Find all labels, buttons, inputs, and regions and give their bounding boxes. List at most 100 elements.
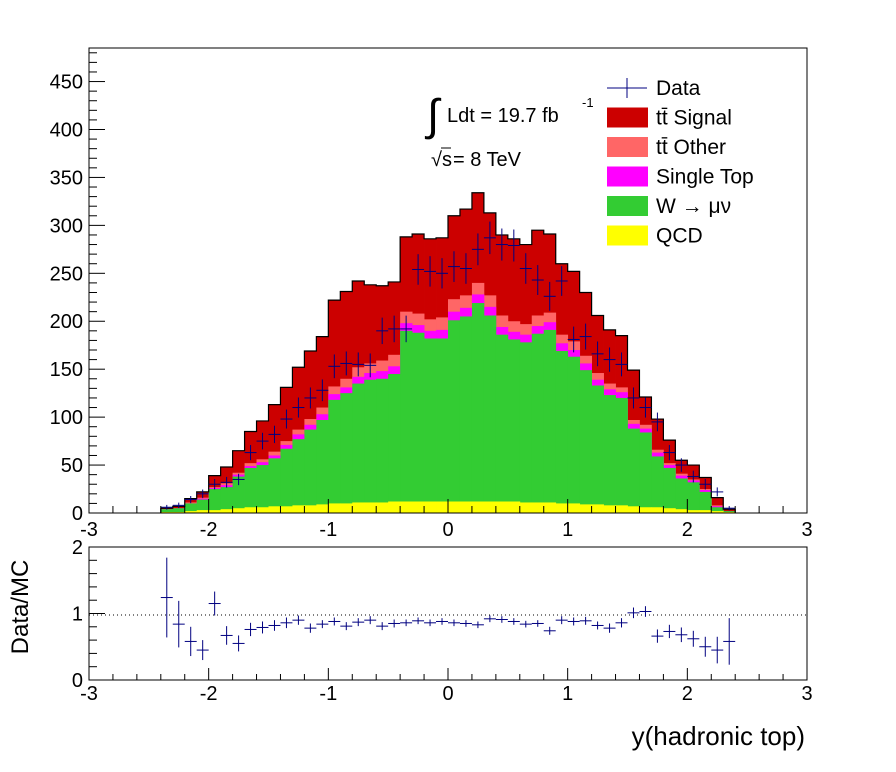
y-tick-label: 350 <box>50 167 83 189</box>
stack-bar-w- <box>591 385 604 513</box>
stack-bar-w- <box>471 303 485 513</box>
legend-label: QCD <box>656 225 703 248</box>
stack-bar-w- <box>352 383 365 513</box>
stack-bar-w- <box>196 499 210 513</box>
y-tick-label: 300 <box>50 215 83 237</box>
energy-annotation: √ s = 8 TeV <box>431 147 522 171</box>
stack-bar-w- <box>436 338 449 513</box>
stack-bar-qcd <box>531 502 545 513</box>
energy-text: = 8 TeV <box>453 149 522 171</box>
stack-bar-w- <box>316 420 329 513</box>
stack-bar-qcd <box>711 511 724 513</box>
stack-bar-qcd <box>280 506 293 513</box>
stack-bar-qcd <box>483 501 497 513</box>
ratio-y-tick-label: 2 <box>72 537 83 559</box>
stack-bar-qcd <box>196 510 210 513</box>
stack-bar-w- <box>711 507 724 513</box>
legend-label: tt̄ Other <box>656 136 726 159</box>
stack-bar-w- <box>220 487 233 513</box>
y-tick-label: 200 <box>50 311 83 333</box>
stack-bar-qcd <box>232 508 245 513</box>
ratio-panel: 0 1 2 -3 -2 -1 0 1 2 3 Data/MC y(hadronic top) <box>7 537 813 751</box>
y-tick-label: 250 <box>50 263 83 285</box>
legend-swatch <box>607 196 648 216</box>
stack-bar-w- <box>651 456 664 513</box>
legend-label: Single Top <box>656 166 754 189</box>
stack-bar-w- <box>579 370 592 513</box>
stack-bar-qcd <box>615 505 628 513</box>
stack-bar-w- <box>280 448 293 513</box>
ratio-x-tick-label: 1 <box>562 683 573 705</box>
y-tick-label: 0 <box>72 503 83 525</box>
lumi-annotation: ∫ Ldt = 19.7 fb -1 <box>424 91 594 140</box>
stack-bar-w- <box>675 478 688 513</box>
stack-bar-qcd <box>328 503 341 513</box>
stack-bar-w- <box>232 476 245 513</box>
y-tick-label: 150 <box>50 359 83 381</box>
ratio-axes: 0 1 2 -3 -2 -1 0 1 2 3 <box>72 537 813 705</box>
legend-label: W → μν <box>656 195 731 218</box>
ratio-x-tick-label: 3 <box>801 683 812 705</box>
energy-var: s <box>442 149 452 171</box>
stack-bar-qcd <box>519 502 533 513</box>
stack-bar-w- <box>687 482 700 513</box>
x-tick-label: 0 <box>442 519 453 541</box>
ratio-x-tick-label: 2 <box>682 683 693 705</box>
stack-bar-w- <box>507 339 521 513</box>
stack-bar-qcd <box>244 507 257 513</box>
stack-bar-qcd <box>555 503 569 513</box>
stack-bar-qcd <box>184 511 198 513</box>
stack-bar-w- <box>376 378 389 513</box>
stack-bar-w- <box>184 503 198 513</box>
stack-bar-w- <box>292 439 305 513</box>
stack-bar-qcd <box>471 501 485 513</box>
stack-bar-qcd <box>220 509 233 513</box>
stack-bar-w- <box>256 465 269 513</box>
stack-bar-w- <box>699 491 712 513</box>
stack-bar-w- <box>555 350 569 513</box>
y-tick-label: 400 <box>50 119 83 141</box>
stack-bar-qcd <box>424 501 437 513</box>
stack-bar-qcd <box>579 504 592 513</box>
stack-bar-w- <box>627 428 640 513</box>
stack-bar-w- <box>567 356 581 513</box>
stack-bar-w- <box>639 432 652 513</box>
stack-bar-qcd <box>591 504 604 513</box>
lumi-superscript: -1 <box>582 95 594 110</box>
stack-bar-w- <box>448 320 461 513</box>
stack-bar-qcd <box>256 507 269 513</box>
stack-bar-w- <box>268 458 281 513</box>
stack-bar-qcd <box>567 503 581 513</box>
legend-swatch <box>607 107 648 128</box>
stack-bar-w- <box>244 467 257 513</box>
stack-bar-qcd <box>340 503 353 513</box>
y-tick-label: 450 <box>50 72 83 94</box>
legend-label: tt̄ Signal <box>656 107 732 130</box>
stack-bar-qcd <box>352 502 365 513</box>
stack-bar-qcd <box>208 510 222 513</box>
stack-bar-qcd <box>304 505 317 513</box>
stack-bar-w- <box>663 467 676 513</box>
stack-bar-qcd <box>388 501 401 513</box>
stack-bar-w- <box>495 334 509 513</box>
y-tick-label: 100 <box>50 407 83 429</box>
x-tick-label: 2 <box>682 519 693 541</box>
ratio-x-tick-label: -3 <box>80 683 98 705</box>
ratio-y-tick-label: 0 <box>72 670 83 692</box>
ratio-y-axis-label: Data/MC <box>7 560 34 655</box>
ratio-frame <box>88 546 808 681</box>
stack-bar-w- <box>160 509 174 513</box>
stack-bar-w- <box>364 379 377 513</box>
stack-bar-qcd <box>699 510 712 513</box>
ratio-points <box>160 557 736 665</box>
stack-bar-qcd <box>412 501 425 513</box>
x-tick-label: -2 <box>200 519 218 541</box>
legend-label: Data <box>656 77 701 100</box>
stack-bar-w- <box>543 329 557 513</box>
ratio-x-tick-label: -1 <box>319 683 337 705</box>
legend-swatch <box>607 137 648 157</box>
stack-outline <box>160 192 736 513</box>
stack-bar-qcd <box>459 501 473 513</box>
stack-bar-qcd <box>675 509 688 513</box>
